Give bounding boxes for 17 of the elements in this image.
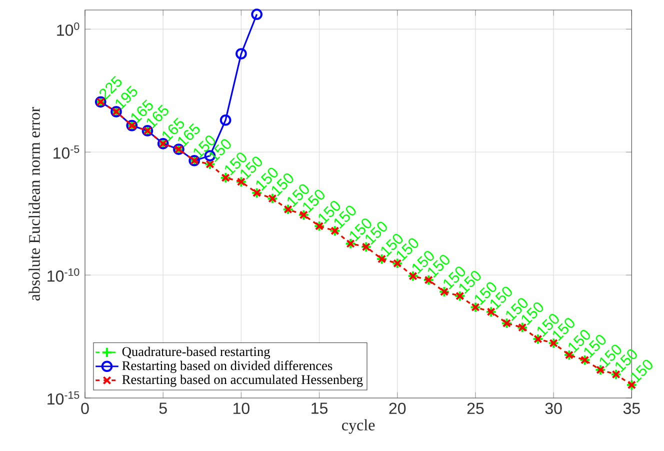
y-tick-label: 10$^{-15}$ <box>48 391 80 405</box>
x-tick-label: 30 <box>545 402 562 414</box>
y-tick-label: 10$^{-10}$ <box>48 268 80 282</box>
legend-label: Restarting based on accumulated Hessenberg <box>122 374 363 387</box>
x-tick-label: 20 <box>389 402 406 414</box>
y-axis-title: absolute Euclidean norm error <box>28 107 40 301</box>
x-tick-label: 0 <box>81 402 89 414</box>
x-axis-title: cycle <box>342 419 375 434</box>
x-tick-label: 10 <box>234 402 250 414</box>
x-tick-label: 5 <box>159 402 167 414</box>
x-tick-label: 15 <box>312 402 328 414</box>
y-tick-label: 10$^{-5}$ <box>54 145 80 159</box>
legend-label: Quadrature-based restarting <box>122 346 270 359</box>
legend-label: Restarting based on divided differences <box>122 360 332 373</box>
y-tick-label: 10$^{0}$ <box>57 22 80 36</box>
x-tick-label: 25 <box>467 402 484 414</box>
x-tick-label: 35 <box>623 402 640 414</box>
